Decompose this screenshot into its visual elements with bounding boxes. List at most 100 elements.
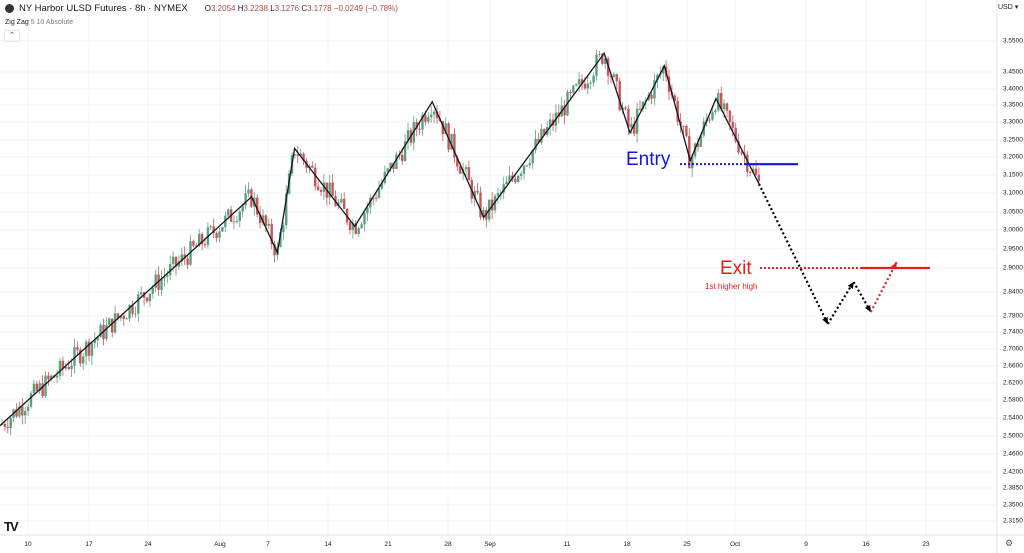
candle-body xyxy=(618,81,621,111)
time-tick: 14 xyxy=(324,541,332,548)
candle-body xyxy=(406,130,410,142)
price-tick: 2.6600 xyxy=(1003,362,1023,370)
time-tick: 11 xyxy=(563,541,571,548)
candle-body xyxy=(261,215,265,224)
candle-body xyxy=(377,188,381,198)
candle-body xyxy=(241,205,244,212)
candle-body xyxy=(403,141,407,162)
candle-body xyxy=(296,154,299,156)
indicator-legend[interactable]: Zig Zag 5 10 Absolute xyxy=(5,19,74,26)
candle-body xyxy=(250,189,253,207)
candle-body xyxy=(340,198,343,203)
candle-body xyxy=(177,261,181,267)
candle-body xyxy=(128,304,131,319)
candle-body xyxy=(522,165,526,174)
candle-body xyxy=(531,150,534,164)
candle-body xyxy=(195,245,198,247)
candle-body xyxy=(633,123,636,134)
candle-body xyxy=(299,153,302,156)
candle-body xyxy=(73,347,76,366)
candle-body xyxy=(586,83,589,89)
candle-body xyxy=(737,141,740,153)
symbol-title[interactable]: NY Harbor ULSD Futures · 8h · NYMEX xyxy=(19,3,188,14)
price-tick: 2.6200 xyxy=(1003,379,1023,387)
candle-body xyxy=(624,107,627,109)
candle-body xyxy=(415,122,418,129)
time-tick: 7 xyxy=(266,541,270,548)
time-tick: Aug xyxy=(214,541,226,548)
time-tick: 21 xyxy=(384,541,392,548)
settings-icon[interactable]: ⚙ xyxy=(1005,538,1014,548)
candle-body xyxy=(676,100,679,122)
candle-body xyxy=(432,111,436,115)
candle-body xyxy=(32,383,36,394)
candle-body xyxy=(270,223,273,245)
projection-segment xyxy=(758,183,829,325)
candle-body xyxy=(203,244,207,246)
price-tick: 2.5400 xyxy=(1003,414,1023,422)
candle-body xyxy=(685,126,688,137)
candle-body xyxy=(93,340,96,344)
tradingview-logo[interactable]: TV xyxy=(4,519,19,534)
candle-body xyxy=(47,375,50,380)
candle-body xyxy=(441,121,444,135)
candle-body xyxy=(740,152,743,154)
price-tick: 3.1500 xyxy=(1003,171,1023,179)
currency-selector[interactable]: USD ▾ xyxy=(998,4,1019,11)
candle-body xyxy=(18,406,21,417)
candle-body xyxy=(720,92,723,110)
candle-body xyxy=(44,375,47,397)
chevron-up-icon[interactable]: ⌃ xyxy=(4,30,20,42)
price-tick: 3.0500 xyxy=(1003,208,1023,216)
candle-body xyxy=(169,263,172,276)
candle-body xyxy=(517,175,520,182)
candle-body xyxy=(569,92,572,94)
candle-body xyxy=(601,53,604,64)
candle-body xyxy=(453,133,456,158)
candle-body xyxy=(354,223,357,234)
candle-body xyxy=(264,215,268,226)
candle-body xyxy=(467,167,471,181)
candle-body xyxy=(180,254,183,262)
candle-body xyxy=(696,143,700,147)
candle-body xyxy=(505,181,508,185)
time-tick: 17 xyxy=(85,541,93,548)
candle-body xyxy=(186,258,189,265)
candle-body xyxy=(711,112,714,120)
candle-body xyxy=(728,110,732,122)
time-tick: 16 xyxy=(862,541,870,548)
arrowhead-icon xyxy=(865,304,871,312)
candle-body xyxy=(125,318,128,320)
candle-body xyxy=(424,115,427,122)
candle-body xyxy=(699,135,703,147)
time-tick: 25 xyxy=(683,541,691,548)
candle-body xyxy=(215,232,218,238)
candle-body xyxy=(122,315,125,319)
candle-body xyxy=(311,165,314,168)
candle-body xyxy=(583,83,587,89)
candle-body xyxy=(35,383,38,391)
candle-body xyxy=(50,375,53,380)
price-tick: 2.4600 xyxy=(1003,450,1023,458)
time-tick: 23 xyxy=(922,541,930,548)
candle-body xyxy=(537,138,540,143)
candle-body xyxy=(198,233,201,247)
candle-body xyxy=(131,304,134,314)
candle-body xyxy=(273,244,276,256)
candle-body xyxy=(267,223,270,226)
candle-body xyxy=(183,254,186,259)
candle-body xyxy=(386,168,389,172)
price-tick: 2.4200 xyxy=(1003,468,1023,476)
candle-body xyxy=(293,154,297,156)
time-tick: 18 xyxy=(623,541,631,548)
candle-body xyxy=(592,75,595,83)
candle-body xyxy=(653,80,656,99)
candle-body xyxy=(140,292,143,295)
candle-body xyxy=(444,123,447,135)
candle-body xyxy=(751,168,755,173)
candle-body xyxy=(134,313,137,315)
candle-body xyxy=(26,406,30,412)
candle-body xyxy=(708,119,711,121)
candle-body xyxy=(540,129,543,143)
